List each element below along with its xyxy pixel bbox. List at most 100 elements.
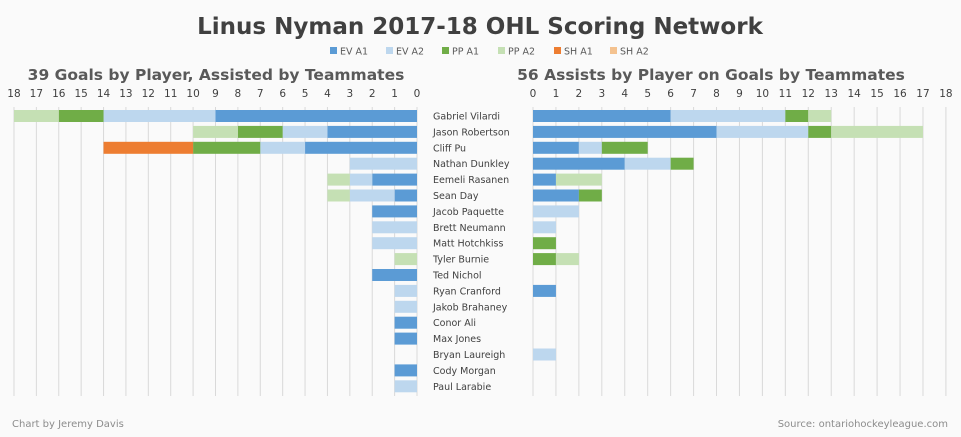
player-label: Jacob Paquette [432,207,504,218]
bar-segment-ev-a1 [372,269,417,281]
tick-label: 10 [756,88,769,100]
tick-label: 0 [530,88,537,100]
chart-title: Linus Nyman 2017-18 OHL Scoring Network [197,14,763,40]
player-label: Jason Robertson [432,127,510,138]
bar-segment-sh-a1 [103,141,194,154]
bar-segment-pp-a2 [394,253,417,266]
player-label: Conor Ali [433,318,476,329]
tick-label: 12 [142,88,155,100]
player-label: Gabriel Vilardi [433,112,500,123]
bar-segment-pp-a1 [58,110,104,122]
tick-label: 3 [346,88,353,100]
credit: Chart by Jeremy Davis [12,419,124,430]
bar-segment-ev-a1 [533,284,556,297]
bar-segment-pp-a2 [808,110,832,122]
tick-label: 15 [74,88,87,100]
player-label: Ryan Cranford [433,286,501,297]
bar-segment-ev-a2 [716,125,809,138]
tick-label: 5 [644,88,651,100]
bar-segment-ev-a2 [533,205,579,218]
legend-label: PP A2 [508,47,535,58]
tick-label: 14 [847,88,861,100]
tick-label: 12 [802,88,815,100]
tick-label: 1 [553,88,560,100]
legend-label: SH A2 [620,47,649,58]
player-labels: Gabriel Vilardi Jason Robertson Cliff Pu Na… [432,112,510,393]
legend-swatch [554,47,561,54]
tick-label: 14 [97,88,111,100]
player-label: Tyler Burnie [432,255,489,266]
legend-label: SH A1 [564,47,593,58]
right-chart: 0 1 2 3 4 5 6 7 8 9 10 11 12 13 14 15 16 17 18 [530,88,953,396]
bar-segment-ev-a1 [394,189,417,202]
bar-segment-pp-a1 [808,125,832,138]
bar-segment-ev-a2 [349,173,373,186]
tick-label: 13 [825,88,838,100]
bar-segment-pp-a1 [670,157,694,170]
left-chart-title: 39 Goals by Player, Assisted by Teammate… [28,66,405,84]
bar-segment-pp-a1 [193,141,261,154]
bar-segment-ev-a2 [103,110,216,122]
bar-segment-ev-a2 [260,141,306,154]
tick-label: 7 [690,88,697,100]
tick-label: 18 [939,88,952,100]
legend-swatch [610,47,617,54]
bar-segment-ev-a1 [372,173,417,186]
bar-segment-pp-a1 [533,253,556,266]
tick-label: 16 [893,88,907,100]
bar-segment-pp-a2 [193,125,238,138]
legend-swatch [498,47,505,54]
tick-label: 3 [598,88,605,100]
legend: EV A1 EV A2 PP A1 PP A2 SH A1 SH A2 [330,47,649,58]
bar-segment-ev-a1 [533,110,671,122]
legend-label: PP A1 [452,47,479,58]
bar-segment-ev-a2 [394,284,417,297]
bar-segment-ev-a1 [533,141,579,154]
bar-segment-ev-a1 [394,316,417,329]
bar-segment-ev-a1 [305,141,417,154]
tick-label: 4 [621,88,628,100]
bar-segment-ev-a2 [394,300,417,313]
tick-label: 11 [164,88,177,100]
tick-label: 15 [870,88,883,100]
bar-segment-pp-a1 [601,141,648,154]
player-label: Cliff Pu [433,143,466,154]
tick-label: 0 [414,88,421,100]
bar-segment-ev-a2 [624,157,671,170]
bar-segment-pp-a2 [831,125,923,138]
tick-label: 1 [391,88,398,100]
bar-segment-pp-a2 [13,110,59,122]
tick-label: 9 [736,88,743,100]
legend-swatch [442,47,449,54]
left-chart: 18 17 16 15 14 13 12 11 10 9 8 7 6 5 4 3 2 1 0 [7,88,420,396]
bar-segment-pp-a2 [327,173,350,186]
bar-segment-pp-a1 [237,125,283,138]
right-chart-title: 56 Assists by Player on Goals by Teammat… [517,66,905,84]
player-label: Cody Morgan [433,366,496,377]
bar-segment-ev-a2 [533,221,556,234]
bar-segment-ev-a2 [282,125,328,138]
tick-label: 2 [369,88,376,100]
bar-segment-pp-a2 [327,189,350,202]
player-label: Jakob Brahaney [432,302,508,313]
legend-swatch [330,47,337,54]
tick-label: 2 [576,88,583,100]
bar-segment-ev-a2 [372,221,417,234]
legend-label: EV A1 [340,47,368,58]
bar-segment-ev-a1 [327,125,417,138]
player-label: Matt Hotchkiss [433,239,504,250]
tick-label: 18 [7,88,20,100]
player-label: Brett Neumann [433,223,506,234]
tick-label: 9 [212,88,219,100]
bar-segment-ev-a1 [533,125,717,138]
legend-swatch [386,47,393,54]
bar-segment-pp-a1 [533,237,556,250]
tick-label: 13 [119,88,132,100]
tick-label: 17 [916,88,929,100]
player-label: Ted Nichol [432,271,482,282]
tick-label: 17 [30,88,43,100]
tick-label: 4 [324,88,331,100]
bar-segment-ev-a2 [349,189,395,202]
tick-label: 10 [186,88,199,100]
